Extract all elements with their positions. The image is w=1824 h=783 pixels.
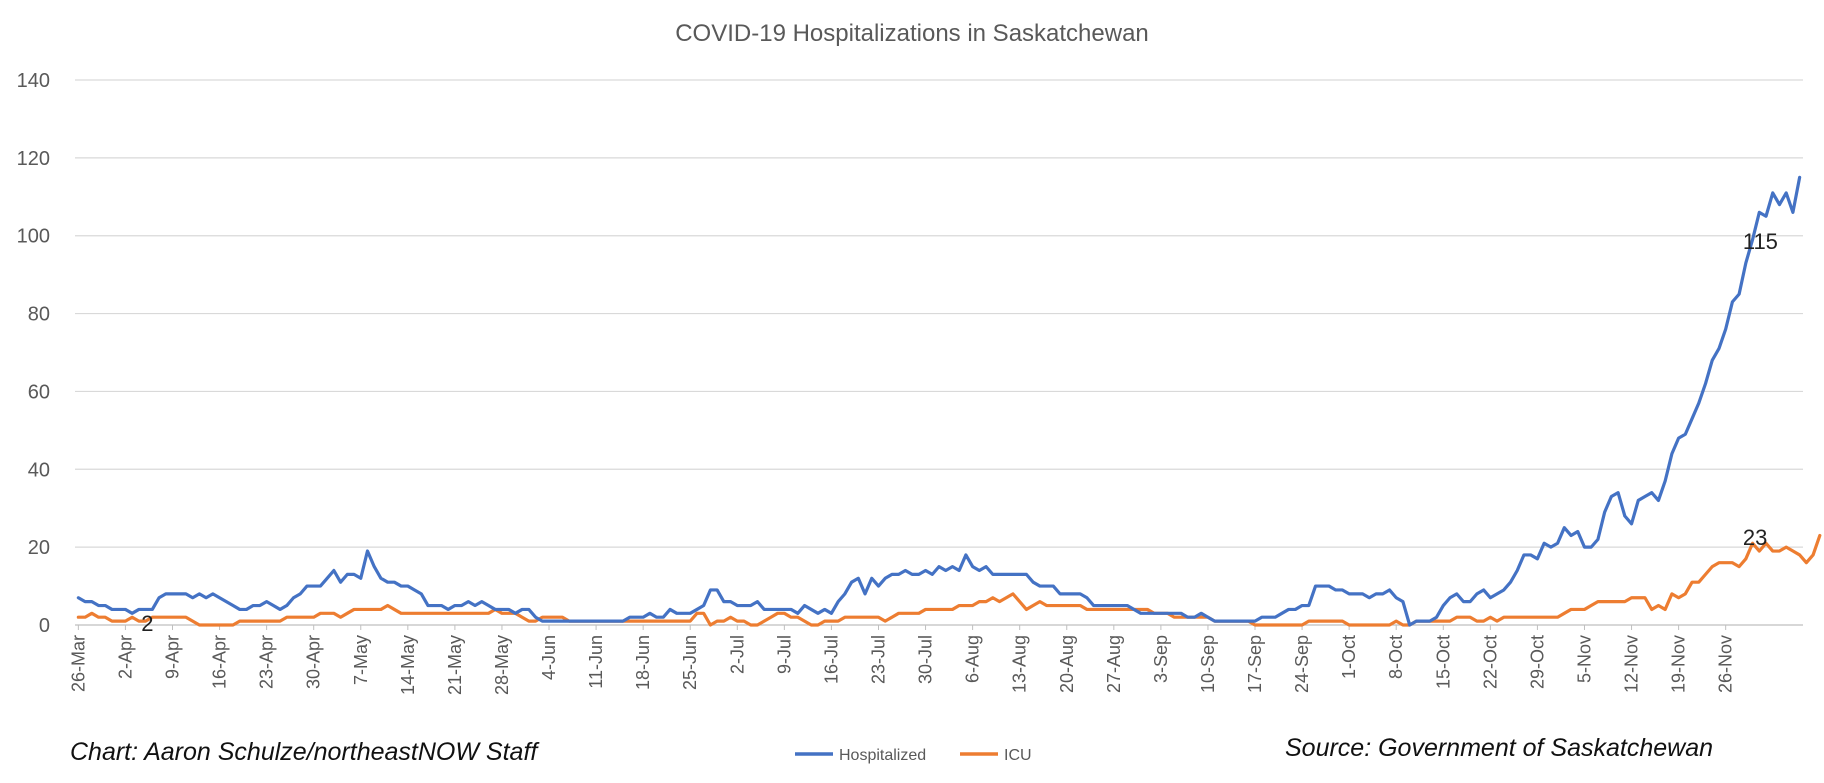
y-tick-label: 140 — [17, 70, 50, 92]
y-tick-label: 120 — [17, 148, 50, 170]
data-labels: 2 115 23 — [141, 229, 1778, 636]
x-tick-label: 26-Nov — [1716, 635, 1736, 693]
source-credit: Source: Government of Saskatchewan — [1285, 734, 1714, 762]
y-axis-ticks: 0 20 40 60 80 100 120 140 — [17, 70, 50, 637]
x-tick-label: 2-Jul — [727, 635, 747, 674]
chart-title: COVID-19 Hospitalizations in Saskatchewa… — [675, 20, 1149, 47]
x-tick-label: 17-Sep — [1245, 635, 1265, 693]
x-tick-label: 8-Oct — [1386, 635, 1406, 679]
x-tick-label: 25-Jun — [680, 635, 700, 690]
x-tick-label: 13-Aug — [1010, 635, 1030, 693]
legend: Hospitalized ICU — [795, 747, 1032, 764]
x-tick-label: 27-Aug — [1104, 635, 1124, 693]
x-tick-label: 26-Mar — [68, 635, 88, 692]
x-tick-label: 7-May — [351, 635, 371, 685]
x-tick-label: 30-Jul — [916, 635, 936, 684]
data-label: 23 — [1743, 525, 1767, 550]
x-tick-label: 3-Sep — [1151, 635, 1171, 683]
gridlines — [75, 79, 1803, 626]
x-axis-ticks: 26-Mar 2-Apr 9-Apr 16-Apr 23-Apr 30-Apr 7-May 1… — [68, 625, 1736, 695]
x-tick-label: 16-Apr — [210, 635, 230, 689]
x-tick-label: 24-Sep — [1292, 635, 1312, 693]
x-tick-label: 22-Oct — [1480, 635, 1500, 689]
chart-credit: Chart: Aaron Schulze/northeastNOW Staff — [70, 738, 538, 766]
x-tick-label: 4-Jun — [539, 635, 559, 680]
x-tick-label: 15-Oct — [1433, 635, 1453, 689]
x-tick-label: 23-Jul — [868, 635, 888, 684]
y-tick-label: 100 — [17, 226, 50, 248]
x-tick-label: 28-May — [492, 635, 512, 695]
x-tick-label: 6-Aug — [963, 635, 983, 683]
data-label: 115 — [1743, 229, 1778, 254]
x-tick-label: 2-Apr — [115, 635, 135, 679]
data-label: 2 — [141, 611, 153, 636]
x-tick-label: 19-Nov — [1669, 635, 1689, 693]
x-tick-label: 5-Nov — [1574, 635, 1594, 683]
x-tick-label: 18-Jun — [633, 635, 653, 690]
y-tick-label: 0 — [39, 615, 50, 637]
y-tick-label: 20 — [28, 537, 50, 559]
series-line-hospitalized — [76, 175, 1802, 627]
x-tick-label: 10-Sep — [1198, 635, 1218, 693]
y-tick-label: 40 — [28, 459, 50, 481]
x-tick-label: 16-Jul — [821, 635, 841, 684]
x-tick-label: 23-Apr — [257, 635, 277, 689]
x-tick-label: 30-Apr — [304, 635, 324, 689]
x-tick-label: 12-Nov — [1622, 635, 1642, 693]
x-tick-label: 9-Jul — [774, 635, 794, 674]
x-tick-label: 14-May — [398, 635, 418, 695]
x-tick-label: 11-Jun — [586, 635, 606, 689]
x-tick-label: 21-May — [445, 635, 465, 695]
x-tick-label: 9-Apr — [162, 635, 182, 679]
x-tick-label: 1-Oct — [1339, 635, 1359, 679]
series-line-icu — [76, 533, 1822, 627]
legend-label-hospitalized: Hospitalized — [839, 747, 926, 764]
legend-label-icu: ICU — [1004, 747, 1032, 764]
y-tick-label: 60 — [28, 381, 50, 403]
series-lines — [76, 175, 1822, 627]
x-tick-label: 29-Oct — [1527, 635, 1547, 689]
y-tick-label: 80 — [28, 304, 50, 326]
x-tick-label: 20-Aug — [1057, 635, 1077, 693]
